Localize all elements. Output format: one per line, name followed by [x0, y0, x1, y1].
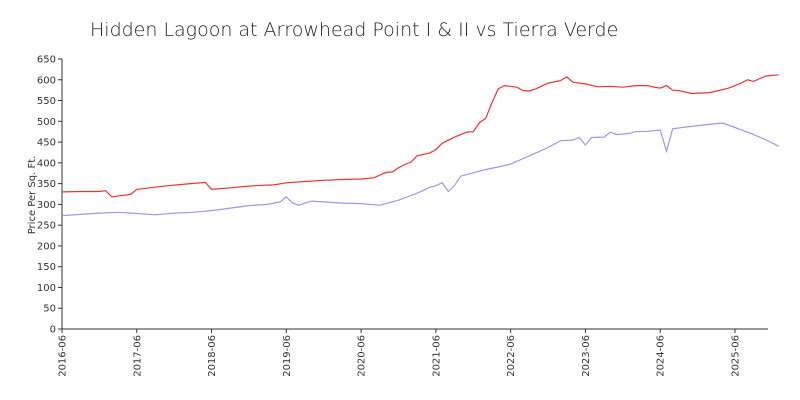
y-tick-label: 300 — [37, 200, 56, 211]
chart-title: Hidden Lagoon at Arrowhead Point I & II … — [90, 19, 618, 41]
y-tick-label: 500 — [37, 117, 56, 128]
y-tick-label: 50 — [43, 304, 56, 315]
x-tick-label: 2018-06 — [207, 335, 218, 377]
series-group — [61, 74, 779, 217]
y-tick-label: 350 — [37, 179, 56, 190]
y-tick-label: 650 — [37, 55, 56, 66]
x-tick-label: 2016-06 — [58, 335, 69, 377]
tick-group: 0 50 100 150 200 250 300 350 400 450 500 550 600 650 2… — [37, 55, 742, 377]
y-tick-label: 250 — [37, 221, 56, 232]
y-tick-label: 0 — [50, 325, 56, 336]
x-tick-label: 2021-06 — [431, 335, 442, 377]
series-line-2 — [61, 122, 779, 217]
y-tick-label: 550 — [37, 96, 56, 107]
y-axis-label: Price Per Sq. Ft. — [27, 156, 38, 235]
x-tick-label: 2020-06 — [357, 335, 368, 377]
x-tick-label: 2025-06 — [731, 335, 742, 377]
x-tick-label: 2022-06 — [506, 335, 517, 377]
y-tick-label: 400 — [37, 158, 56, 169]
y-tick-label: 450 — [37, 138, 56, 149]
y-tick-label: 150 — [37, 262, 56, 273]
axes — [61, 59, 768, 330]
y-tick-label: 200 — [37, 241, 56, 252]
x-tick-label: 2017-06 — [132, 335, 143, 377]
series-line-1 — [61, 74, 779, 198]
x-tick-label: 2019-06 — [282, 335, 293, 377]
x-tick-label: 2023-06 — [581, 335, 592, 377]
y-tick-label: 100 — [37, 283, 56, 294]
x-tick-label: 2024-06 — [656, 335, 667, 377]
y-tick-label: 600 — [37, 75, 56, 86]
